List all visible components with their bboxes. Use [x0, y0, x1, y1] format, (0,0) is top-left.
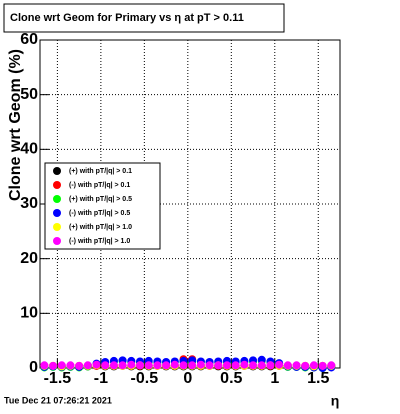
- x-tick-label: 0.5: [220, 370, 242, 387]
- x-tick-label: 0: [183, 370, 192, 387]
- footer: Tue Dec 21 07:26:21 2021: [4, 395, 112, 405]
- data-point: [153, 361, 162, 370]
- data-point: [83, 361, 92, 370]
- data-point: [318, 361, 327, 370]
- data-point: [309, 361, 318, 370]
- data-point: [266, 361, 275, 370]
- y-axis-title: Clone wrt Geom (%): [7, 49, 24, 201]
- data-point: [222, 361, 231, 370]
- x-tick-label: -0.5: [131, 370, 159, 387]
- data-point: [162, 361, 171, 370]
- legend-marker: [53, 167, 61, 175]
- data-point: [179, 361, 188, 370]
- legend-label: (-) with pT/|q| > 0.5: [69, 210, 130, 217]
- legend-marker: [53, 237, 61, 245]
- data-point: [188, 361, 197, 370]
- legend-label: (+) with pT/|q| > 0.5: [69, 196, 132, 203]
- legend-label: (+) with pT/|q| > 0.1: [69, 168, 132, 175]
- data-point: [109, 361, 118, 370]
- y-tick-label: 60: [20, 31, 38, 48]
- data-point: [249, 361, 258, 370]
- legend-label: (-) with pT/|q| > 0.1: [69, 182, 130, 189]
- data-point: [205, 361, 214, 370]
- legend-marker: [53, 223, 61, 231]
- data-point: [92, 360, 101, 369]
- title-box: [3, 3, 285, 33]
- y-tick-label: 0: [29, 359, 38, 376]
- chart-title: Clone wrt Geom for Primary vs η at pT > …: [10, 12, 244, 24]
- data-point: [49, 361, 58, 370]
- x-tick-label: -1.5: [44, 370, 72, 387]
- data-point: [136, 361, 144, 370]
- data-point: [257, 361, 266, 370]
- legend-marker: [53, 181, 61, 189]
- legend-marker: [53, 195, 61, 203]
- x-tick-label: -1: [94, 370, 108, 387]
- data-point: [40, 361, 49, 370]
- data-point: [327, 361, 336, 370]
- x-tick-label: 1.5: [307, 370, 329, 387]
- data-point: [127, 360, 136, 369]
- data-point: [275, 360, 284, 369]
- y-tick-label: 50: [20, 86, 38, 103]
- y-tick-label: 30: [20, 195, 38, 212]
- x-tick-label: 1: [270, 370, 279, 387]
- data-point: [57, 361, 66, 370]
- data-point: [170, 360, 179, 369]
- data-point: [292, 361, 301, 370]
- data-point: [240, 360, 249, 369]
- data-point: [144, 361, 153, 370]
- y-tick-label: 20: [20, 250, 38, 267]
- legend-label: (+) with pT/|q| > 1.0: [69, 224, 132, 231]
- data-point: [66, 361, 75, 370]
- data-point: [301, 361, 310, 370]
- y-tick-label: 10: [20, 305, 38, 322]
- data-point: [196, 360, 205, 369]
- data-point: [231, 361, 240, 370]
- data-point: [214, 361, 223, 370]
- legend-box: [44, 162, 161, 250]
- data-point: [257, 355, 266, 364]
- data-point: [101, 361, 110, 370]
- data-point: [75, 361, 84, 370]
- x-axis-title: η: [331, 393, 340, 409]
- legend-marker: [53, 209, 61, 217]
- data-point: [283, 361, 292, 370]
- y-tick-label: 40: [20, 141, 38, 158]
- legend-label: (-) with pT/|q| > 1.0: [69, 238, 130, 245]
- data-point: [118, 361, 127, 370]
